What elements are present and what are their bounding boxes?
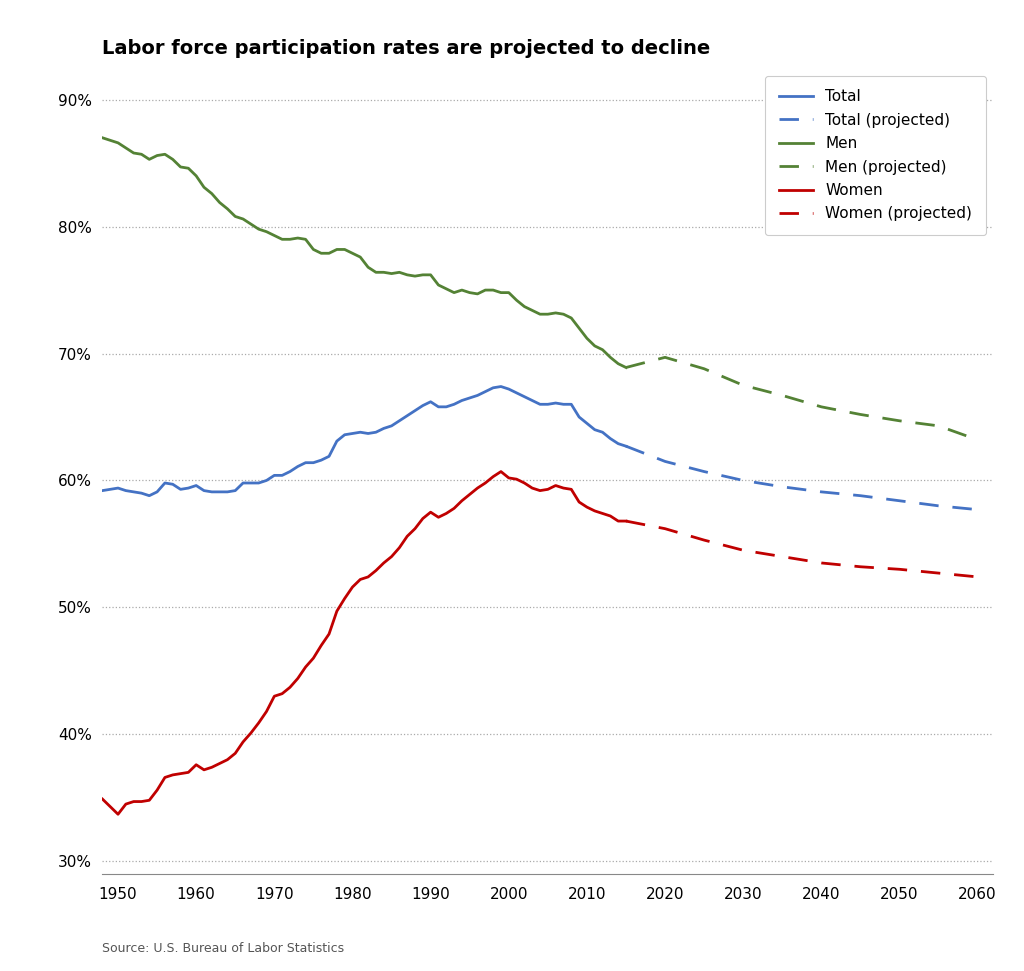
Legend: Total, Total (projected), Men, Men (projected), Women, Women (projected): Total, Total (projected), Men, Men (proj… [765, 76, 986, 235]
Text: Labor force participation rates are projected to decline: Labor force participation rates are proj… [102, 39, 711, 58]
Text: Source: U.S. Bureau of Labor Statistics: Source: U.S. Bureau of Labor Statistics [102, 942, 344, 954]
